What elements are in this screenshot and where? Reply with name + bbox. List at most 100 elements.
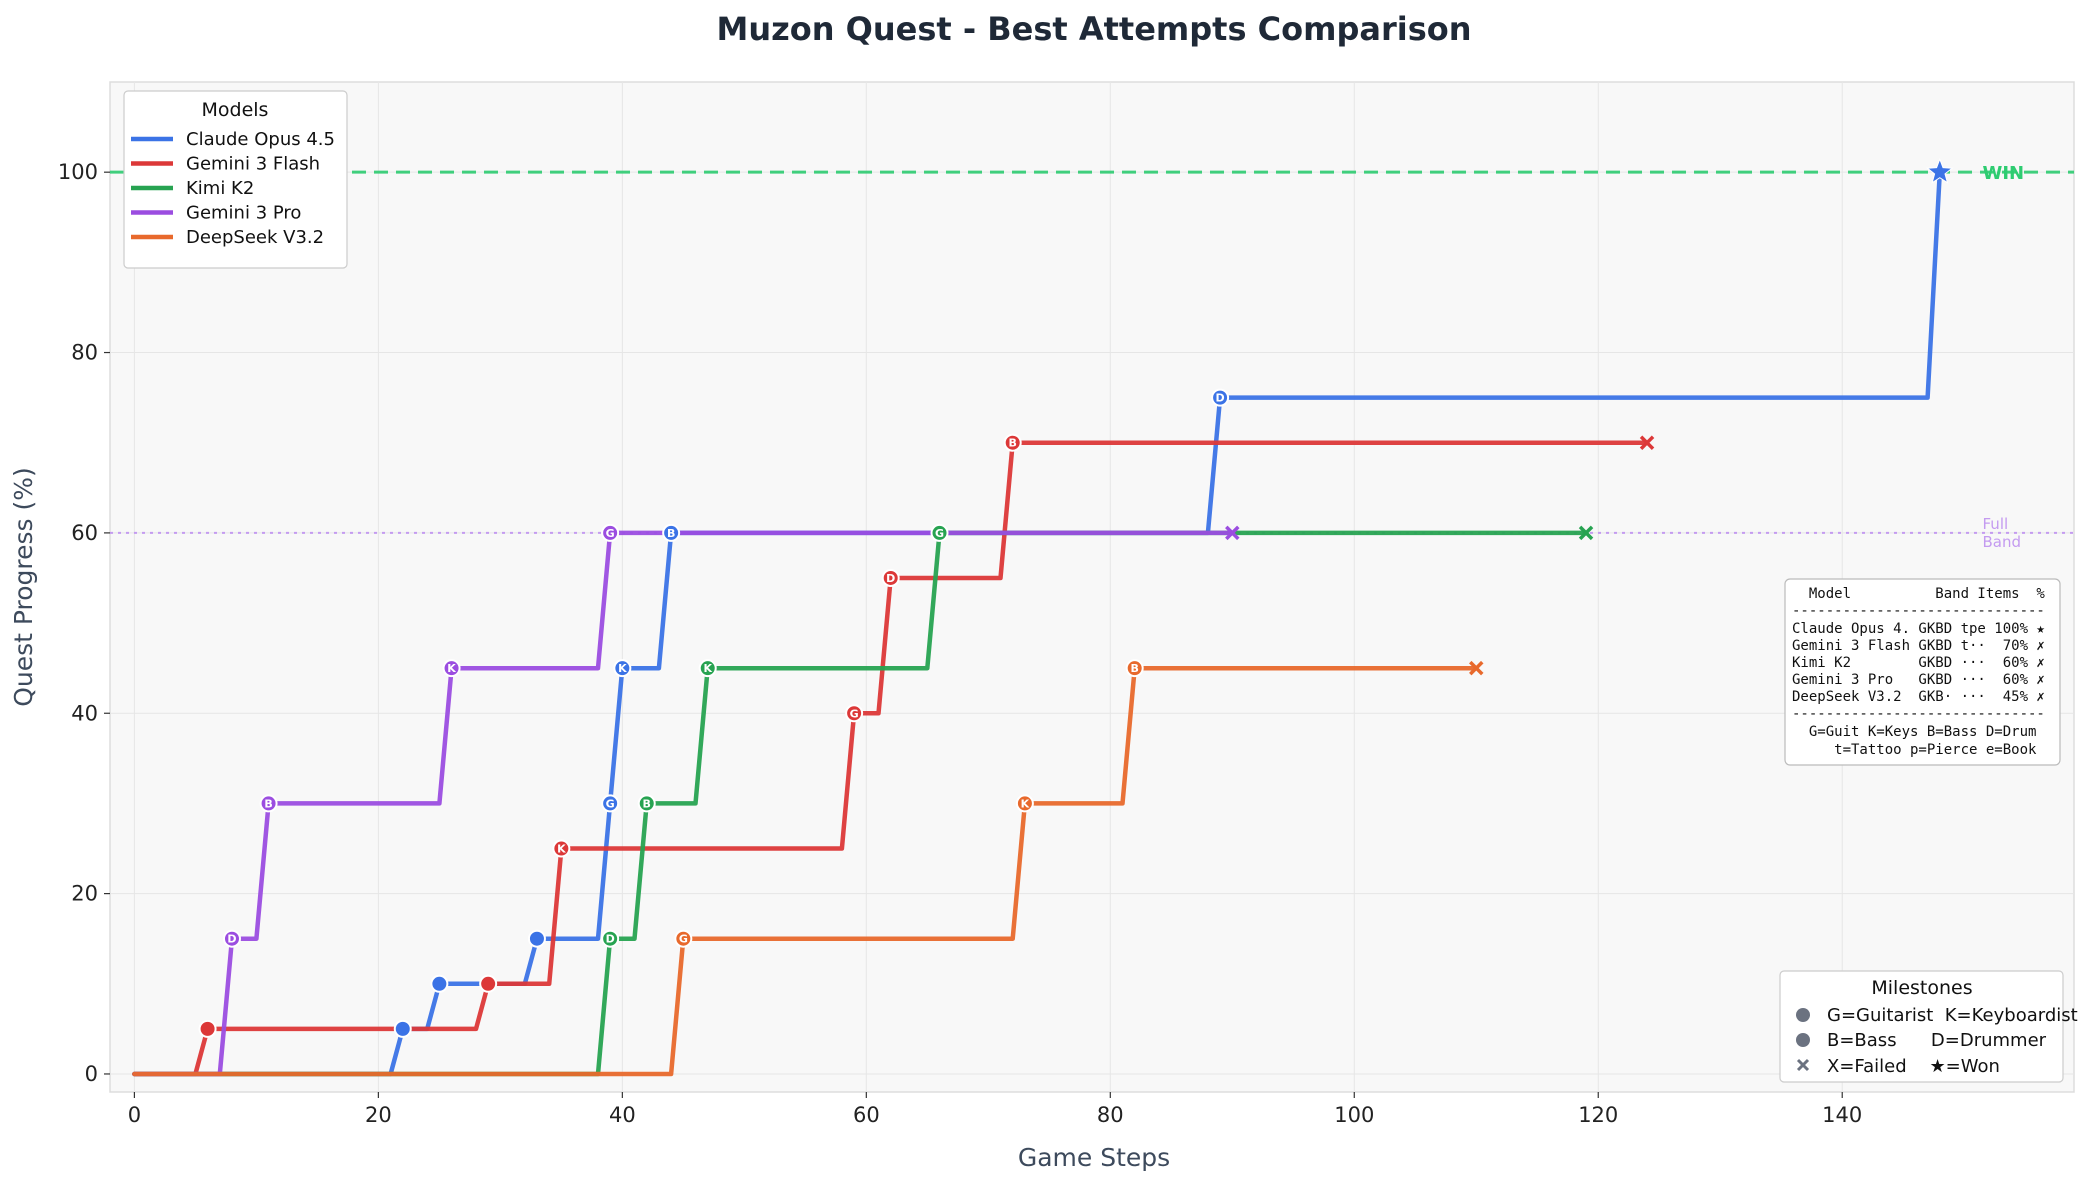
x-tick-label: 140 [1822, 1103, 1862, 1127]
marker-layer: G K B D K G D B D B K G D B K G G K B [198, 157, 1954, 1038]
series-legend-title: Models [202, 99, 269, 121]
legend-label-kimi-k2: Kimi K2 [186, 178, 254, 199]
milestone-letter: D [886, 572, 895, 585]
milestone-letter: K [447, 662, 456, 675]
milestone-letter: G [935, 527, 944, 540]
milestone-legend-item: G=Guitarist K=Keyboardist [1827, 1005, 2078, 1026]
milestone-letter-marker-deepseek-v3-2 [674, 929, 693, 948]
x-tick-label: 20 [365, 1103, 392, 1127]
full-band-label: Full [1983, 515, 2009, 533]
series-line-deepseek-v3-2 [132, 665, 1479, 1077]
milestone-legend-box [1779, 970, 2064, 1083]
series-layer [132, 169, 1943, 1077]
milestone-legend-item: X=Failed ★=Won [1827, 1056, 2000, 1077]
milestone-letter-marker-claude-opus-4-5 [601, 794, 620, 813]
milestone-legend: Milestones G=Guitarist K=Keyboardist B=B… [1779, 970, 2078, 1083]
milestone-letter-marker-gemini-3-pro [442, 659, 461, 678]
axis-layer: 0 20 40 60 80 100 120 140 0 20 40 60 80 100 [58, 160, 1862, 1127]
failed-x-marker-gemini-3-flash [1639, 435, 1655, 450]
chart-title: Muzon Quest - Best Attempts Comparison [717, 10, 1472, 48]
x-tick-label: 0 [128, 1103, 141, 1127]
summary-table-row: DeepSeek V3.2 GKB· ··· 45% ✗ [1792, 689, 2045, 705]
milestone-letter: K [557, 843, 566, 856]
milestone-letter-marker-claude-opus-4-5 [613, 659, 632, 678]
legend-label-gemini-3-flash: Gemini 3 Flash [186, 154, 320, 175]
failed-x-marker-gemini-3-pro [1225, 525, 1240, 541]
summary-table-row: Claude Opus 4. GKBD tpe 100% ★ [1792, 621, 2045, 637]
x-tick-label: 100 [1334, 1103, 1374, 1127]
failed-x-stroke [1225, 525, 1240, 541]
milestone-letter: K [1021, 797, 1030, 810]
x-axis-label: Game Steps [1018, 1143, 1170, 1172]
full-band-label: Band [1983, 533, 2022, 551]
won-star-marker-claude-opus-4-5 [1926, 157, 1954, 184]
failed-x-stroke [1469, 660, 1484, 676]
milestone-dot-claude-opus-4-5 [393, 1019, 412, 1038]
win-label: WIN [1983, 163, 2025, 184]
milestone-letter: B [643, 797, 651, 810]
x-tick-label: 60 [853, 1103, 880, 1127]
series-line-gemini-3-pro [132, 530, 1235, 1077]
milestone-dot-claude-opus-4-5 [430, 974, 449, 993]
milestone-letter-marker-claude-opus-4-5 [1211, 388, 1230, 407]
x-tick-label: 80 [1097, 1103, 1124, 1127]
summary-table-box [1784, 578, 2061, 766]
series-legend-box [123, 90, 348, 269]
milestone-letter: D [227, 933, 236, 946]
summary-table-footer: G=Guit K=Keys B=Bass D=Drum [1792, 724, 2036, 740]
series-line-gemini-3-flash [132, 440, 1650, 1077]
legend-label-claude-opus-4-5: Claude Opus 4.5 [186, 129, 335, 150]
summary-table-header: Model Band Items % [1792, 586, 2045, 602]
series-line-kimi-k2 [132, 530, 1589, 1077]
failed-x-marker-deepseek-v3-2 [1469, 660, 1484, 676]
legend-entries: Claude Opus 4.5 Gemini 3 Flash Kimi K2 Gemi… [131, 129, 335, 248]
milestone-letter: D [1216, 392, 1225, 405]
milestone-letter-marker-gemini-3-flash [1003, 433, 1022, 452]
y-tick-label: 80 [71, 341, 98, 365]
summary-table-row: Gemini 3 Flash GKBD t·· 70% ✗ [1792, 638, 2045, 654]
milestone-letter-marker-kimi-k2 [930, 523, 949, 542]
milestone-letter: G [606, 797, 615, 810]
milestone-legend-item: B=Bass D=Drummer [1827, 1030, 2047, 1051]
milestone-letter-marker-kimi-k2 [698, 659, 717, 678]
summary-table-row: Gemini 3 Pro GKBD ··· 60% ✗ [1792, 672, 2045, 688]
milestone-letter-marker-gemini-3-pro [259, 794, 278, 813]
milestone-letter: K [703, 662, 712, 675]
x-tick-label: 120 [1578, 1103, 1618, 1127]
milestone-letter-marker-gemini-3-pro [601, 523, 620, 542]
y-tick-label: 60 [71, 521, 98, 545]
milestone-letter: B [667, 527, 675, 540]
summary-table-row: Kimi K2 GKBD ··· 60% ✗ [1792, 655, 2045, 671]
failed-x-marker-kimi-k2 [1578, 525, 1594, 541]
milestone-letter: B [1009, 437, 1017, 450]
milestone-letter-marker-gemini-3-flash [845, 704, 864, 723]
milestone-dot-claude-opus-4-5 [527, 929, 546, 948]
milestone-letter-marker-kimi-k2 [601, 929, 620, 948]
milestone-letter: D [606, 933, 615, 946]
y-axis-label: Quest Progress (%) [9, 467, 38, 707]
milestone-letter-marker-gemini-3-flash [881, 568, 900, 587]
series-legend: Models Claude Opus 4.5 Gemini 3 Flash Kimi… [123, 90, 348, 269]
milestone-letter: G [850, 707, 859, 720]
milestone-dot-icon [1796, 1033, 1810, 1047]
milestone-legend-title: Milestones [1871, 977, 1972, 999]
summary-table-separator-bottom: ------------------------------ [1792, 706, 2045, 722]
failed-x-stroke [1639, 435, 1655, 450]
y-tick-label: 40 [71, 701, 98, 725]
milestone-letter-marker-gemini-3-flash [552, 839, 571, 858]
y-tick-label: 0 [85, 1062, 98, 1086]
milestone-letter-marker-deepseek-v3-2 [1015, 794, 1034, 813]
milestone-dot-gemini-3-flash [198, 1019, 217, 1038]
plot-area [109, 81, 2075, 1093]
y-tick-label: 20 [71, 882, 98, 906]
summary-table: Model Band Items % ---------------------… [1784, 578, 2061, 766]
summary-table-separator-top: ------------------------------ [1792, 603, 2045, 619]
milestone-dot-gemini-3-flash [479, 974, 498, 993]
failed-x-stroke [1578, 525, 1594, 541]
milestone-letter: B [1131, 662, 1139, 675]
milestone-letter: G [606, 527, 615, 540]
milestone-letter: K [618, 662, 627, 675]
